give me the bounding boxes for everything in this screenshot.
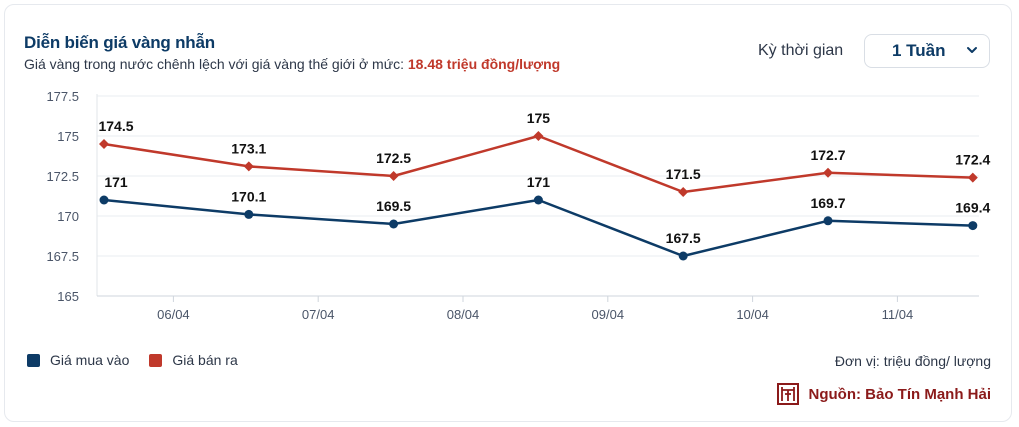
brand-logo-icon	[776, 383, 799, 405]
chart-title: Diễn biến giá vàng nhẫn	[24, 33, 215, 52]
data-label-buy: 169.5	[376, 198, 411, 214]
data-point-buy	[823, 216, 833, 226]
legend-swatch-buy	[27, 353, 40, 367]
data-point-sell	[678, 187, 689, 197]
data-label-buy: 171	[104, 174, 128, 190]
data-point-sell	[967, 172, 978, 183]
data-label-sell: 174.5	[98, 118, 133, 134]
data-label-buy: 167.5	[666, 230, 701, 246]
period-label: Kỳ thời gian	[758, 42, 844, 59]
legend-label-buy: Giá mua vào	[50, 352, 130, 368]
y-tick-label: 177.5	[46, 89, 79, 104]
legend-item-buy[interactable]: Giá mua vào	[27, 352, 129, 368]
source-text: Nguồn: Bảo Tín Mạnh Hải	[808, 385, 991, 403]
data-point-buy	[678, 251, 688, 261]
y-tick-label: 165	[57, 289, 79, 304]
data-point-buy	[968, 221, 978, 231]
legend-label-sell: Giá bán ra	[172, 352, 238, 368]
data-point-buy	[533, 195, 543, 205]
x-tick-label: 10/04	[736, 307, 769, 322]
legend-item-sell[interactable]: Giá bán ra	[149, 352, 238, 368]
data-label-sell: 171.5	[666, 166, 701, 182]
y-tick-label: 175	[57, 129, 79, 144]
x-tick-label: 11/04	[882, 307, 914, 322]
subtitle-prefix: Giá vàng trong nước chênh lệch với giá v…	[24, 56, 404, 72]
data-label-buy: 169.7	[810, 195, 845, 211]
price-line-chart: 177.5 175 172.5 170 167.5 165 06/04 07/04 08/04 0…	[46, 89, 990, 322]
data-label-sell: 172.4	[955, 152, 990, 168]
data-label-buy: 170.1	[231, 188, 266, 204]
chart-subtitle: Giá vàng trong nước chênh lệch với giá v…	[24, 56, 560, 72]
data-label-buy: 171	[527, 174, 551, 190]
y-tick-label: 170	[57, 209, 79, 224]
chart-card	[4, 4, 1012, 422]
unit-label: Đơn vị: triệu đồng/ lượng	[834, 353, 991, 369]
data-point-sell	[388, 171, 399, 181]
data-point-sell	[823, 167, 833, 178]
data-label-sell: 172.7	[810, 147, 845, 163]
period-select[interactable]: 1 Tuần	[864, 34, 990, 68]
period-select-value: 1 Tuần	[892, 41, 946, 60]
data-point-buy	[389, 219, 399, 229]
y-tick-label: 167.5	[46, 249, 79, 264]
x-tick-label: 06/04	[157, 307, 190, 322]
data-point-buy	[99, 195, 109, 205]
data-label-sell: 173.1	[231, 140, 266, 156]
source-credit: Nguồn: Bảo Tín Mạnh Hải	[776, 383, 991, 405]
data-label-buy: 169.4	[955, 200, 990, 216]
chevron-down-icon	[967, 47, 977, 53]
data-point-buy	[244, 209, 254, 219]
legend: Giá mua vào Giá bán ra	[27, 352, 258, 368]
x-tick-label: 08/04	[447, 307, 480, 322]
x-tick-label: 07/04	[302, 307, 335, 322]
data-label-sell: 172.5	[376, 150, 411, 166]
data-point-sell	[99, 139, 109, 149]
y-tick-label: 172.5	[46, 169, 79, 184]
data-point-sell	[533, 131, 544, 141]
price-gap-value: 18.48 triệu đồng/lượng	[407, 56, 561, 72]
data-label-sell: 175	[527, 110, 551, 126]
legend-swatch-sell	[149, 353, 163, 367]
data-point-sell	[243, 161, 254, 172]
x-tick-label: 09/04	[592, 307, 625, 322]
